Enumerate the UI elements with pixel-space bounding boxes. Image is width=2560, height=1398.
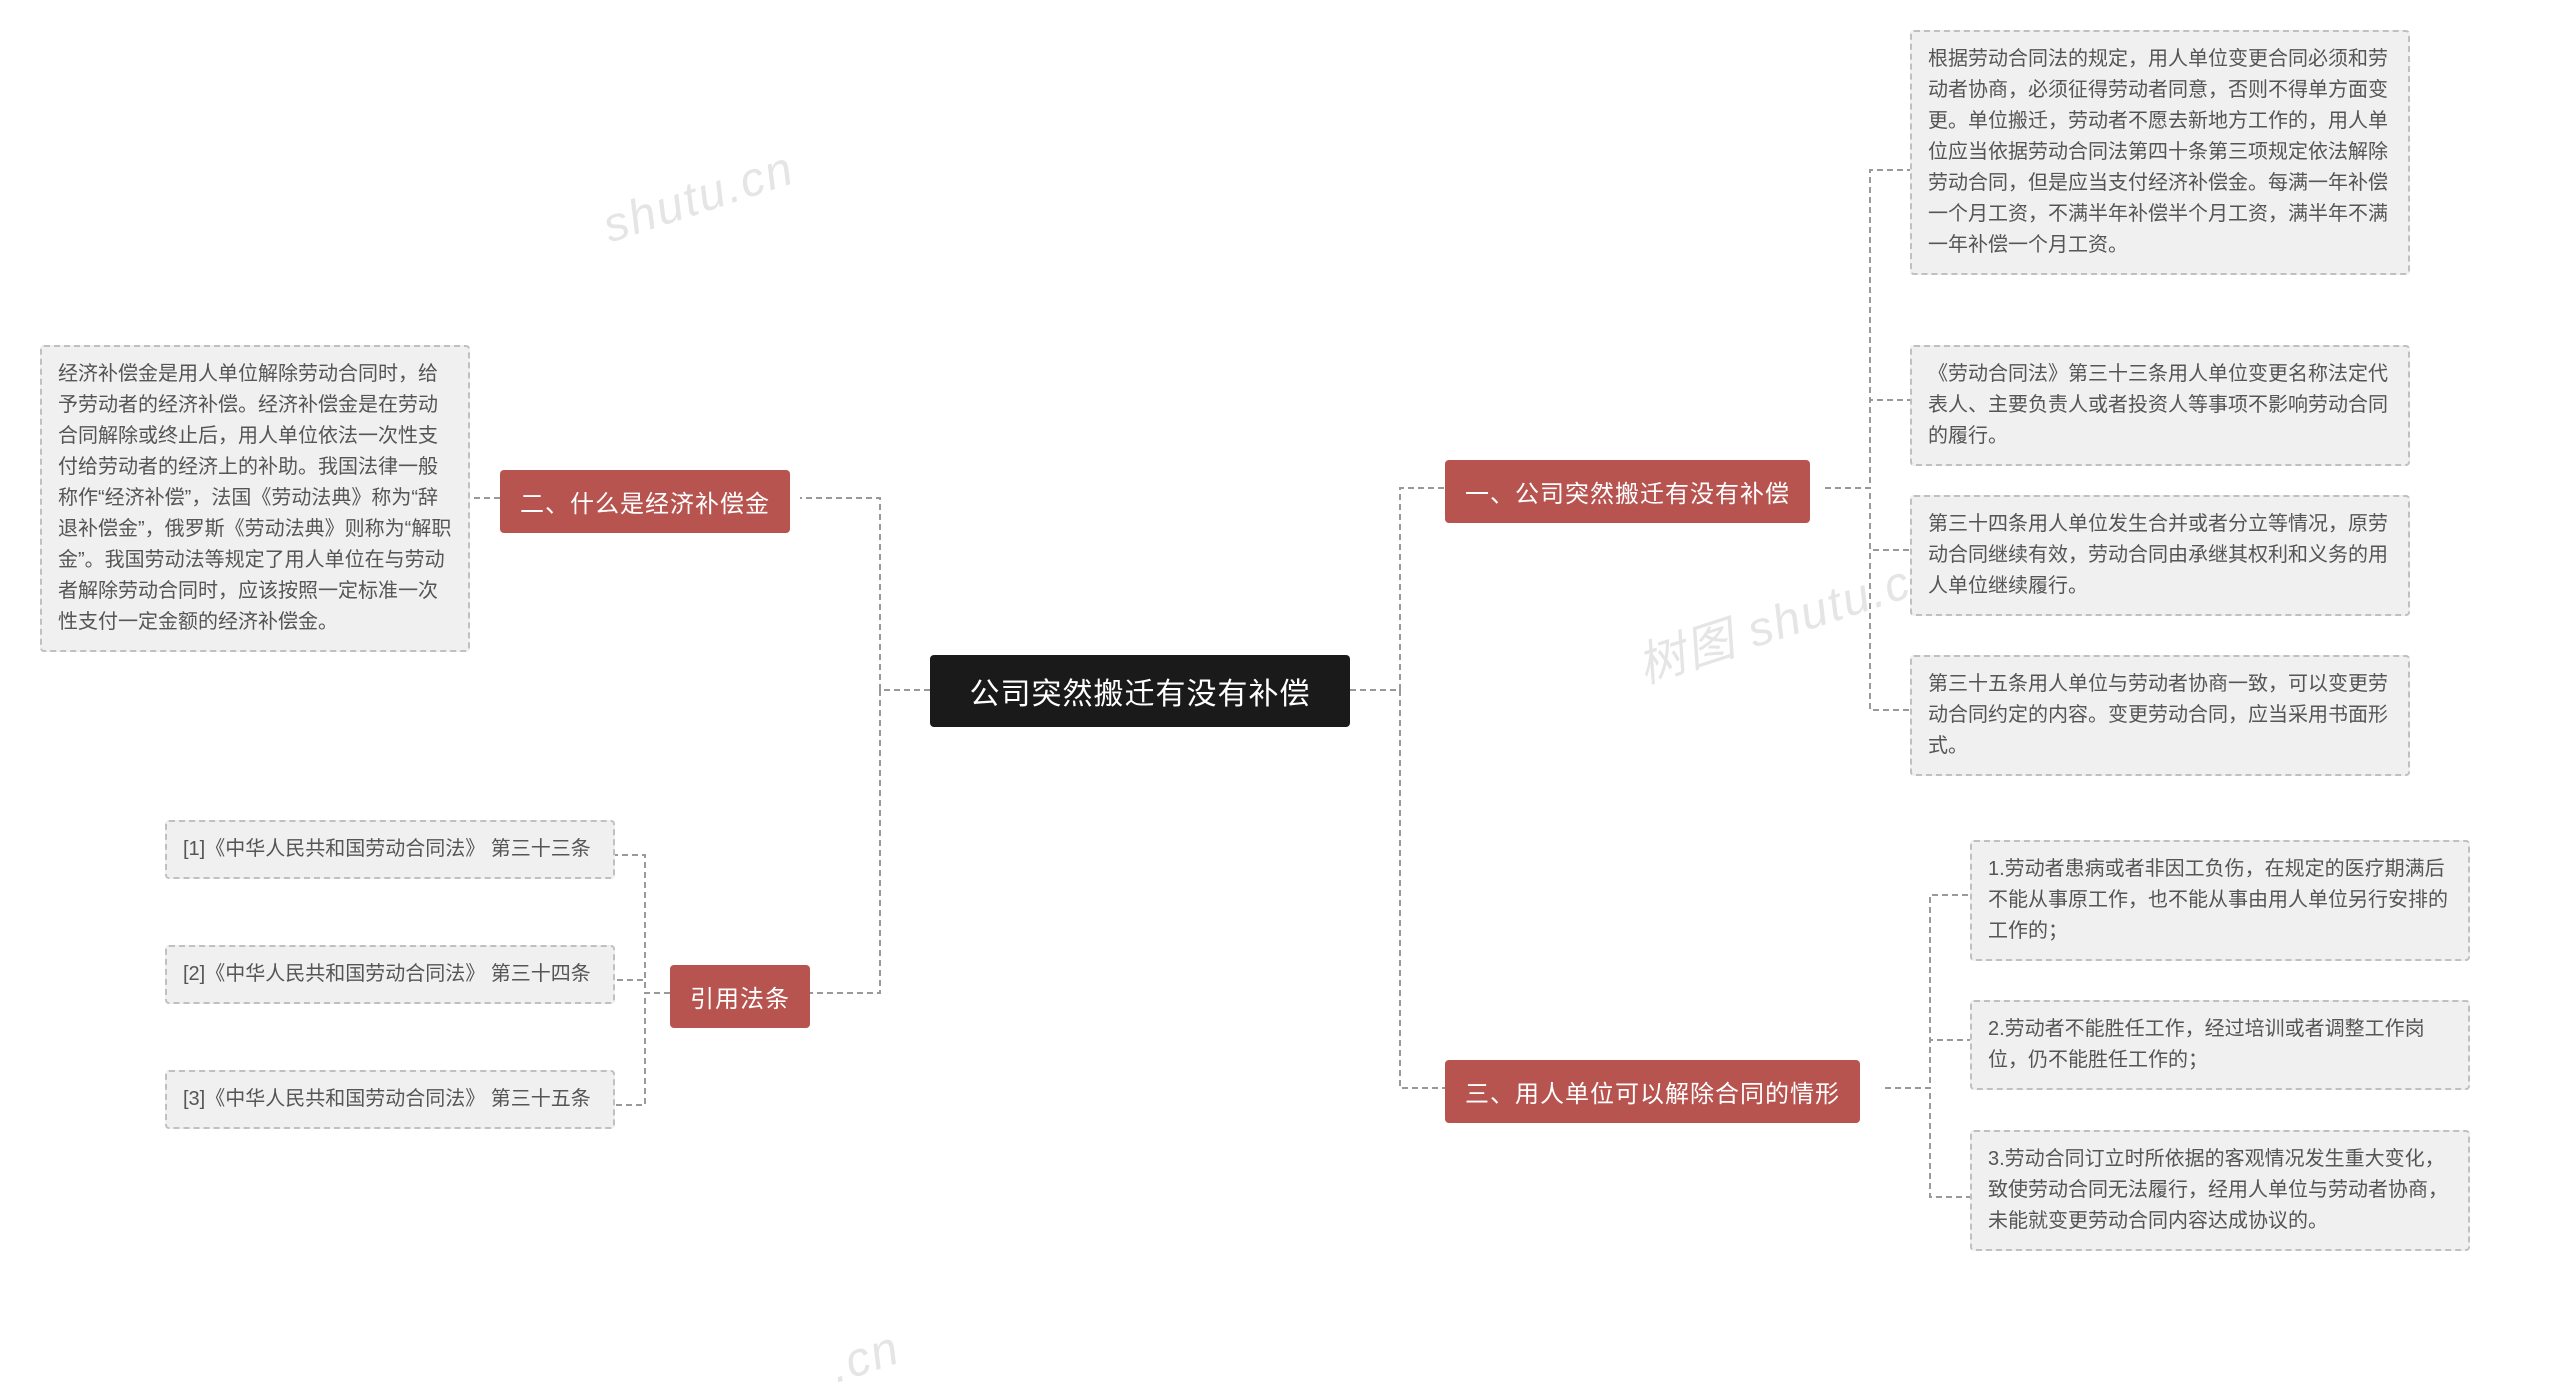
leaf-cited-law-3: [3]《中华人民共和国劳动合同法》 第三十五条 bbox=[165, 1070, 615, 1129]
branch-cited-laws[interactable]: 引用法条 bbox=[670, 965, 810, 1028]
leaf-relocation-2: 《劳动合同法》第三十三条用人单位变更名称法定代表人、主要负责人或者投资人等事项不… bbox=[1910, 345, 2410, 466]
leaf-termination-3: 3.劳动合同订立时所依据的客观情况发生重大变化，致使劳动合同无法履行，经用人单位… bbox=[1970, 1130, 2470, 1251]
leaf-relocation-4: 第三十五条用人单位与劳动者协商一致，可以变更劳动合同约定的内容。变更劳动合同，应… bbox=[1910, 655, 2410, 776]
leaf-relocation-3: 第三十四条用人单位发生合并或者分立等情况，原劳动合同继续有效，劳动合同由承继其权… bbox=[1910, 495, 2410, 616]
leaf-termination-1: 1.劳动者患病或者非因工负伤，在规定的医疗期满后不能从事原工作，也不能从事由用人… bbox=[1970, 840, 2470, 961]
leaf-termination-2: 2.劳动者不能胜任工作，经过培训或者调整工作岗位，仍不能胜任工作的； bbox=[1970, 1000, 2470, 1090]
root-node[interactable]: 公司突然搬迁有没有补偿 bbox=[930, 655, 1350, 727]
branch-compensation-definition[interactable]: 二、什么是经济补偿金 bbox=[500, 470, 790, 533]
branch-relocation-compensation[interactable]: 一、公司突然搬迁有没有补偿 bbox=[1445, 460, 1810, 523]
leaf-cited-law-2: [2]《中华人民共和国劳动合同法》 第三十四条 bbox=[165, 945, 615, 1004]
leaf-relocation-1: 根据劳动合同法的规定，用人单位变更合同必须和劳动者协商，必须征得劳动者同意，否则… bbox=[1910, 30, 2410, 275]
branch-termination-conditions[interactable]: 三、用人单位可以解除合同的情形 bbox=[1445, 1060, 1860, 1123]
leaf-cited-law-1: [1]《中华人民共和国劳动合同法》 第三十三条 bbox=[165, 820, 615, 879]
leaf-compensation-definition-text: 经济补偿金是用人单位解除劳动合同时，给予劳动者的经济补偿。经济补偿金是在劳动合同… bbox=[40, 345, 470, 652]
